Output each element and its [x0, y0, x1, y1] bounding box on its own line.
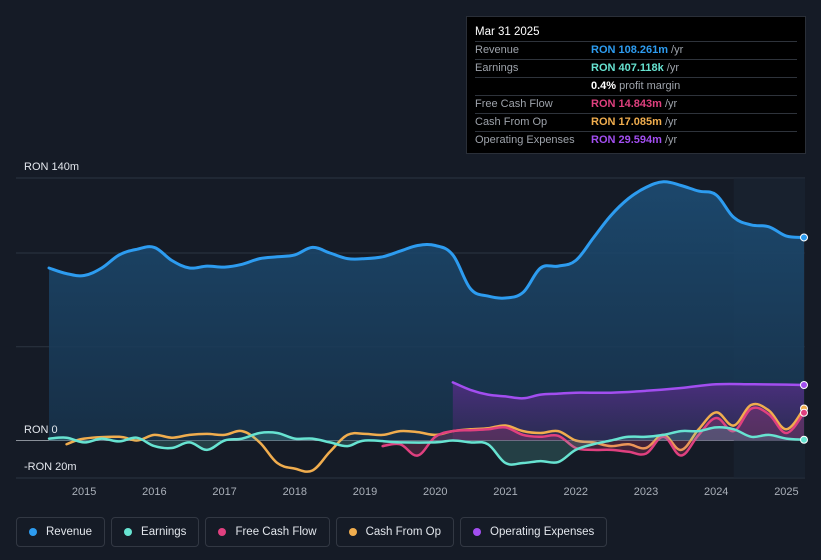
tooltip-unit: /yr	[666, 62, 680, 74]
free-cash-flow-area	[382, 407, 804, 456]
axis-layer: RON 140m RON 0 -RON 20m 2015 2016 2017 2018 201…	[24, 161, 799, 498]
legend-label: Revenue	[46, 526, 93, 538]
tooltip-date: Mar 31 2025	[475, 26, 540, 38]
tooltip-unit: /yr	[664, 116, 678, 128]
tooltip-label: Cash From Op	[475, 116, 548, 128]
tooltip-value: RON 29.594m	[591, 134, 662, 146]
x-tick-label: 2022	[564, 486, 588, 498]
operating-expenses-end-marker	[800, 381, 808, 389]
operating-expenses-line	[451, 381, 806, 400]
tooltip-unit: /yr	[671, 44, 684, 56]
legend-dot-icon	[218, 528, 227, 536]
x-tick-label: 2016	[142, 486, 166, 498]
tooltip-value: RON 407.118k	[591, 62, 664, 74]
tooltip-label: Free Cash Flow	[475, 98, 553, 110]
x-tick-label: 2015	[72, 486, 96, 498]
free-cash-flow-line	[381, 406, 806, 457]
tooltip-unit: /yr	[664, 98, 678, 110]
revenue-area	[49, 181, 804, 441]
earnings-end-marker	[800, 435, 808, 444]
x-tick-label: 2024	[704, 486, 728, 498]
tooltip-row-free-cash-flow: Free Cash Flow RON 14.843m /yr	[475, 95, 797, 113]
x-tick-label: 2021	[493, 486, 517, 498]
y-label-top: RON 140m	[24, 161, 79, 173]
legend-dot-icon	[473, 528, 482, 536]
earnings-area	[49, 427, 804, 465]
earnings-line	[47, 426, 806, 466]
legend-item-earnings[interactable]: Earnings	[111, 517, 200, 547]
tooltip-label	[475, 78, 591, 95]
tooltip-value: RON 17.085m	[591, 116, 662, 128]
end-markers	[800, 233, 808, 444]
tooltip-label: Revenue	[475, 44, 520, 56]
revenue-end-marker	[800, 233, 808, 242]
tooltip-row-revenue: Revenue RON 108.261m /yr	[475, 41, 797, 59]
legend-item-cash-from-op[interactable]: Cash From Op	[335, 517, 455, 547]
tooltip-label: Earnings	[475, 62, 519, 74]
x-tick-label: 2017	[212, 486, 236, 498]
tooltip-unit: profit margin	[619, 80, 681, 92]
tooltip-value: RON 14.843m	[591, 98, 662, 110]
legend-item-revenue[interactable]: Revenue	[16, 517, 106, 547]
y-label-zero: RON 0	[24, 424, 58, 436]
tooltip-row-earnings: Earnings RON 407.118k /yr	[475, 59, 797, 77]
series-layer	[47, 180, 806, 473]
y-label-bottom: -RON 20m	[24, 461, 77, 473]
legend-dot-icon	[124, 528, 133, 536]
x-tick-label: 2020	[423, 486, 447, 498]
legend-label: Earnings	[141, 526, 187, 538]
x-tick-label: 2018	[283, 486, 307, 498]
legend-item-free-cash-flow[interactable]: Free Cash Flow	[205, 517, 330, 547]
x-tick-label: 2025	[774, 486, 798, 498]
revenue-line	[47, 180, 806, 300]
data-tooltip: Mar 31 2025 Revenue RON 108.261m /yr Ear…	[466, 16, 806, 154]
x-tick-label: 2023	[634, 486, 658, 498]
tooltip-value: RON 108.261m	[591, 44, 669, 56]
legend-item-operating-expenses[interactable]: Operating Expenses	[460, 517, 608, 547]
legend-label: Operating Expenses	[490, 526, 595, 538]
legend-label: Free Cash Flow	[235, 526, 317, 538]
tooltip-value: 0.4%	[591, 80, 617, 92]
tooltip-unit: /yr	[664, 134, 678, 146]
x-tick-label: 2019	[353, 486, 377, 498]
operating-expenses-area	[452, 382, 804, 441]
tooltip-label: Operating Expenses	[475, 134, 575, 146]
legend-dot-icon	[29, 528, 37, 536]
tooltip-row-cash-from-op: Cash From Op RON 17.085m /yr	[475, 113, 797, 131]
tooltip-row-profit-margin: 0.4% profit margin	[475, 77, 797, 95]
free-cash-flow-end-marker	[800, 408, 808, 417]
tooltip-row-operating-expenses: Operating Expenses RON 29.594m /yr	[475, 131, 797, 149]
legend-dot-icon	[348, 528, 357, 536]
legend: Revenue Earnings Free Cash Flow Cash Fro…	[16, 517, 608, 547]
legend-label: Cash From Op	[365, 526, 442, 538]
